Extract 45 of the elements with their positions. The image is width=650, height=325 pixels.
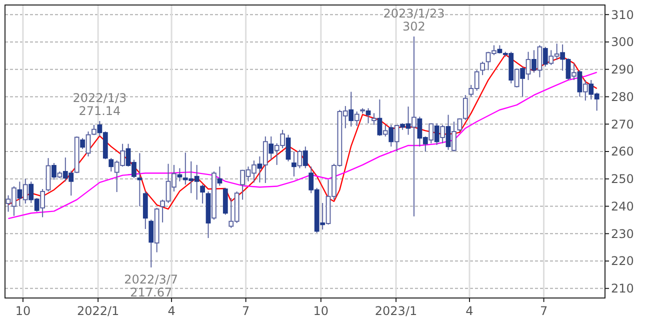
- line-series: [8, 72, 598, 220]
- candlestick: [514, 68, 520, 88]
- candlestick: [372, 112, 376, 126]
- candlestick: [526, 51, 531, 81]
- y-tick-label: 210: [611, 282, 634, 296]
- candlestick: [440, 124, 445, 144]
- x-tick-label: 4: [466, 304, 474, 318]
- candlestick: [22, 178, 28, 204]
- candlestick: [86, 131, 91, 157]
- y-tick-label: 220: [611, 254, 634, 268]
- candlestick: [382, 124, 388, 137]
- annotation: 2022/1/3 271.14: [72, 90, 127, 118]
- x-tick-label: 7: [540, 304, 548, 318]
- x-tick-label: 2023/1: [374, 304, 418, 318]
- candlestick: [137, 152, 142, 207]
- x-tick-label: 10: [15, 304, 31, 318]
- x-tick-label: 4: [168, 304, 176, 318]
- y-tick-label: 240: [611, 199, 634, 214]
- candlestick: [572, 62, 576, 81]
- y-tick-label: 300: [611, 35, 634, 50]
- y-tick-label: 230: [611, 226, 634, 241]
- x-tick-label: 10: [313, 304, 329, 318]
- annotation: 2023/1/23 302: [383, 6, 445, 34]
- annotation: 2022/3/7 217.67: [124, 272, 178, 300]
- y-tick-label: 250: [611, 172, 634, 186]
- candlestick: [92, 124, 96, 136]
- candlestick: [262, 136, 268, 184]
- y-tick-label: 280: [611, 90, 634, 104]
- y-tick-label: 260: [611, 144, 634, 159]
- candlestick: [394, 124, 400, 152]
- candlestick: [452, 121, 456, 152]
- candlestick: [480, 61, 485, 76]
- y-tick-label: 290: [611, 62, 634, 77]
- y-tick-label: 310: [611, 8, 634, 22]
- x-tick-label: 2022/1: [76, 304, 120, 318]
- candlestick: [354, 111, 360, 127]
- candlestick: [40, 188, 45, 218]
- candlestick: [412, 36, 416, 217]
- candlestick: [537, 44, 542, 78]
- candlestick: [428, 122, 434, 144]
- x-tick-label: 7: [242, 304, 250, 318]
- candlestick: [582, 80, 588, 102]
- candlestick: [297, 149, 302, 169]
- candlestick: [200, 184, 205, 204]
- y-tick-label: 270: [611, 117, 634, 132]
